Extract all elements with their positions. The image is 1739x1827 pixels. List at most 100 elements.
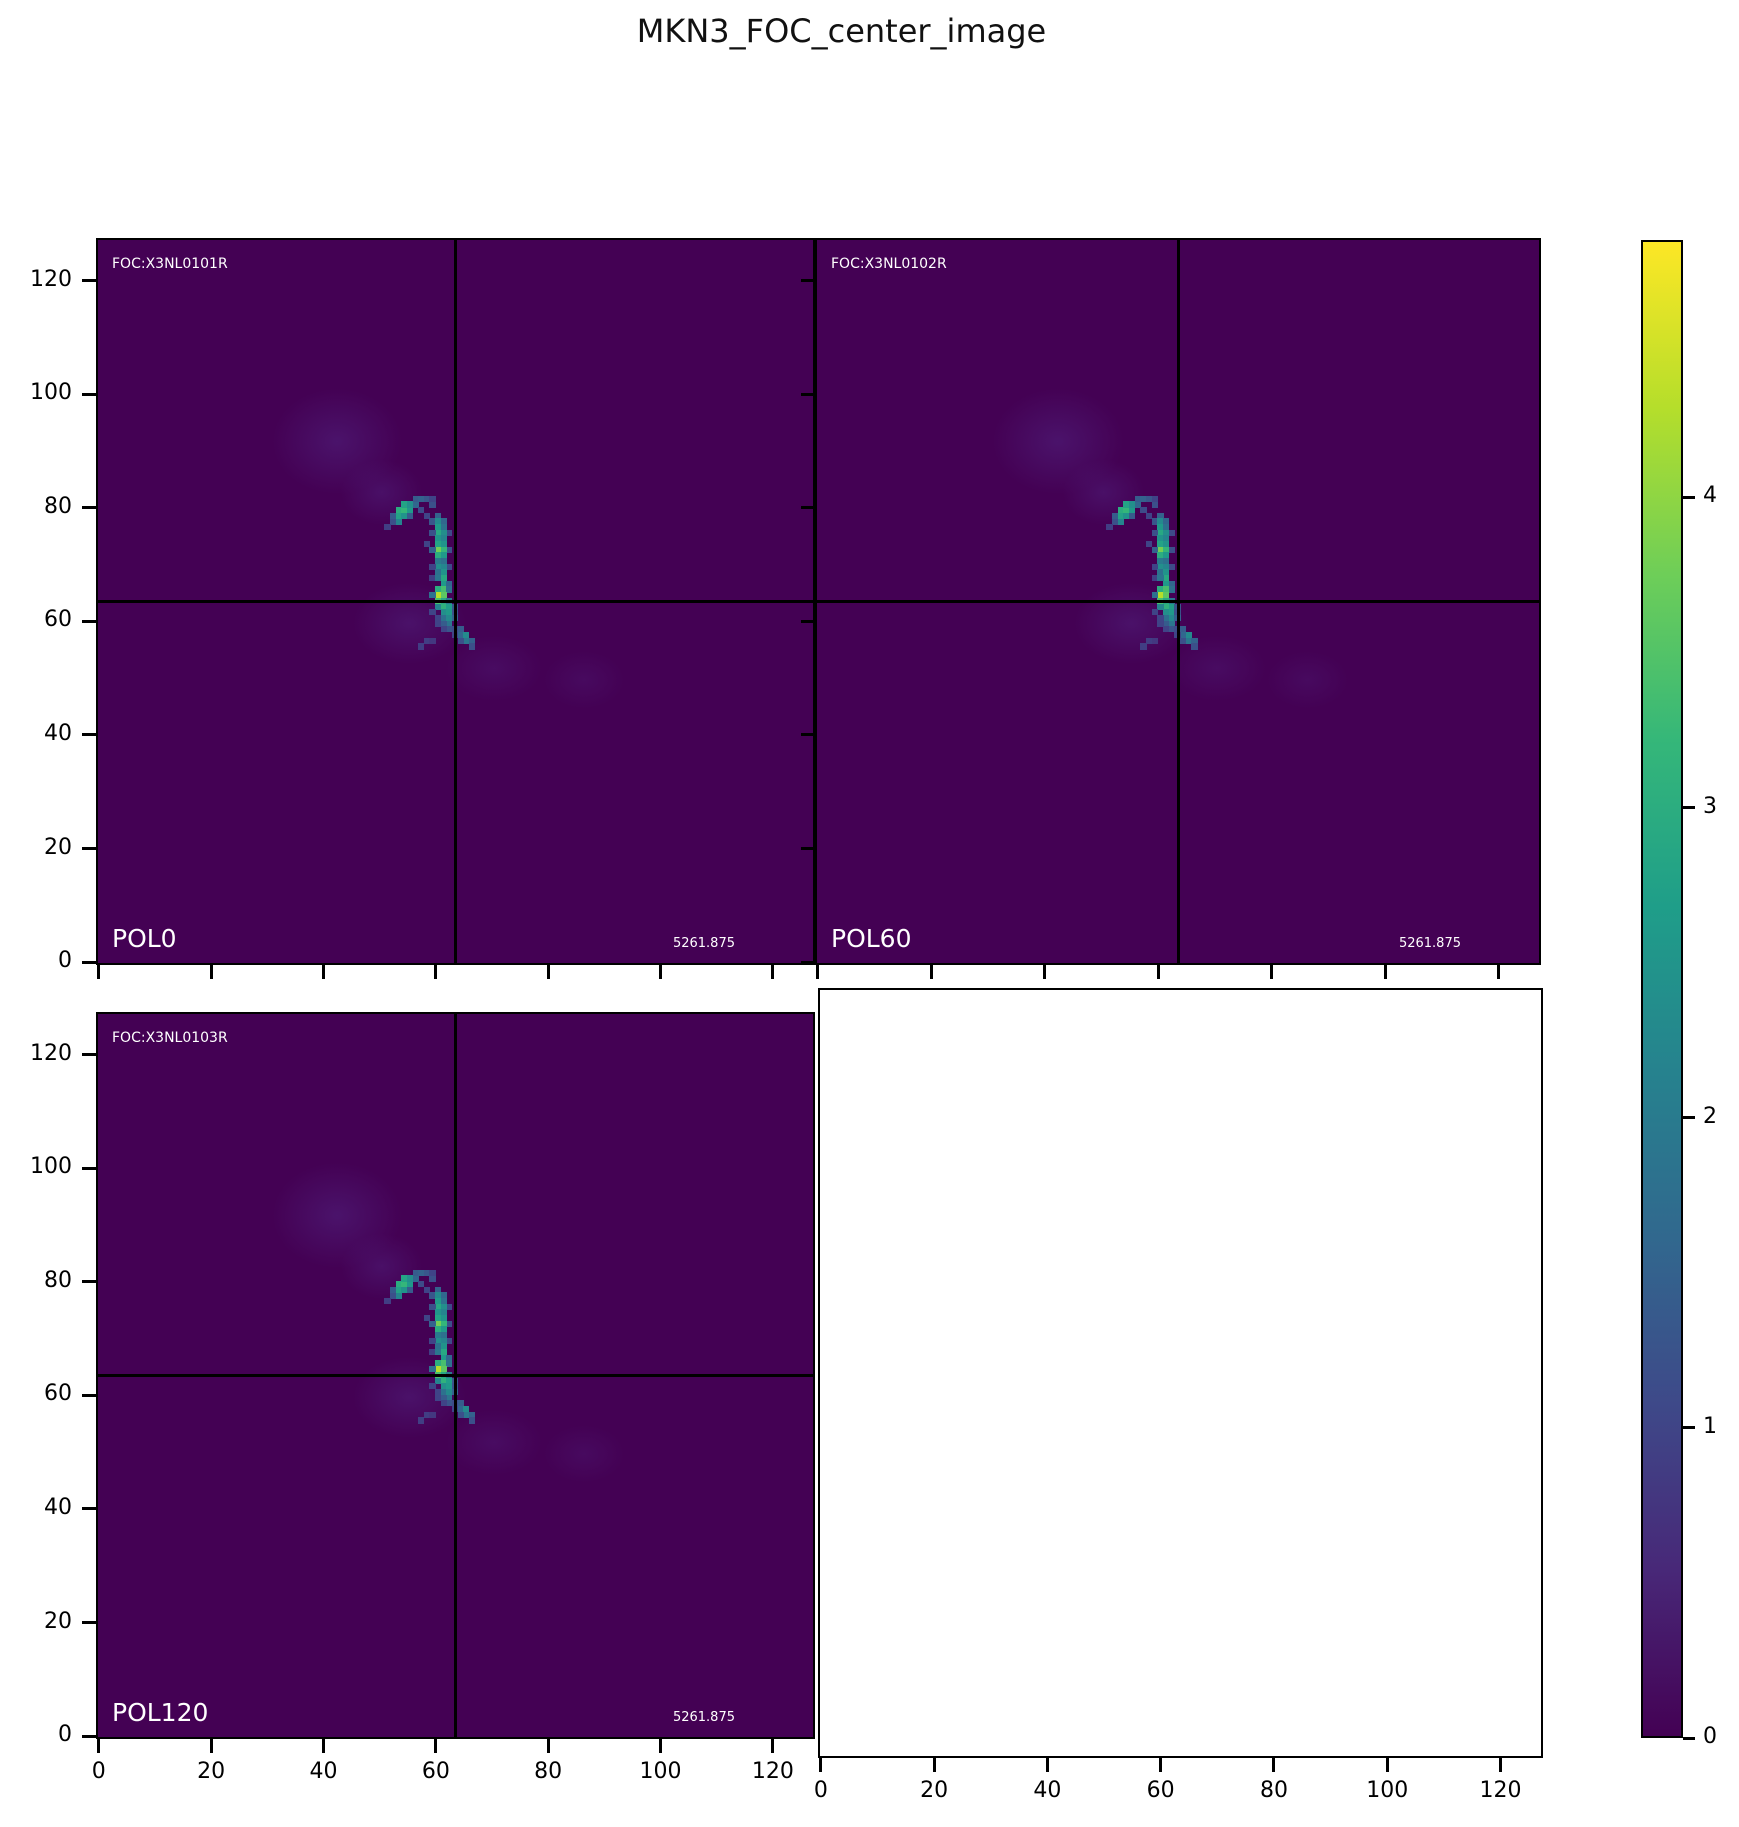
heatmap-pixel (401, 506, 408, 514)
heatmap-pixel (435, 552, 442, 559)
heatmap-pixel (435, 1349, 442, 1356)
heatmap-pixel (468, 637, 475, 644)
heatmap-pixel (423, 541, 430, 548)
heatmap-pixel (406, 506, 414, 514)
heatmap-pixel (1157, 614, 1164, 622)
heatmap-pixel (1162, 592, 1170, 599)
heatmap-pixel (1140, 643, 1147, 650)
foc-image-id-label: FOC:X3NL0102R (831, 256, 947, 272)
y-axis-tick-label: 20 (44, 834, 72, 860)
heatmap-pixel (1134, 495, 1141, 502)
heatmap-pixel (1168, 529, 1175, 536)
heatmap-pixel (440, 586, 447, 593)
x-axis-tick-label: 100 (639, 1759, 682, 1784)
heatmap-pixel (1168, 580, 1175, 588)
heatmap-pixel (1151, 501, 1158, 508)
x-axis-tick (771, 965, 775, 979)
heatmap-pixel (435, 1337, 442, 1344)
heatmap-pixel (1162, 541, 1170, 548)
heatmap-pixel (446, 1320, 453, 1327)
heatmap-pixel (440, 1354, 447, 1362)
x-axis-tick (1159, 1758, 1163, 1772)
heatmap-pixel (395, 506, 402, 514)
heatmap-pixel (1151, 529, 1158, 536)
heatmap-pixel (1117, 518, 1124, 525)
faint-nebulosity (325, 1221, 438, 1313)
heatmap-pixel (1157, 563, 1164, 570)
heatmap-pixel (446, 1388, 453, 1396)
polarizer-angle-label: POL120 (112, 1698, 209, 1727)
heatmap-pixel (429, 637, 436, 644)
y-axis-tick (801, 619, 815, 623)
nebulosity-haze-layer (98, 240, 813, 963)
heatmap-pixel (440, 626, 447, 633)
heatmap-pixel (418, 495, 425, 502)
heatmap-pixel (446, 609, 453, 616)
heatmap-pixel (440, 552, 447, 559)
nebulosity-haze-layer (817, 240, 1539, 963)
y-axis-tick (82, 1621, 96, 1625)
heatmap-pixel (401, 1286, 408, 1293)
heatmap-pixel (1157, 512, 1164, 519)
x-axis-tick (816, 965, 820, 979)
heatmap-pixel (1123, 501, 1130, 508)
heatmap-pixel (440, 1303, 447, 1310)
heatmap-pixel (440, 1315, 447, 1322)
y-axis-tick (82, 960, 96, 964)
heatmap-pixel (1180, 637, 1187, 644)
x-axis-tick-label: 0 (813, 1778, 828, 1803)
heatmap-pixel (435, 1292, 442, 1299)
heatmap-pixel (1157, 535, 1164, 542)
heatmap-pixel (418, 643, 425, 650)
x-axis-tick (932, 1758, 936, 1772)
heatmap-pixel (429, 546, 436, 553)
panel-pol120: FOC:X3NL0103R POL120 5261.875 (96, 1012, 815, 1739)
x-axis-tick (434, 1739, 438, 1753)
heatmap-pixel (435, 1360, 442, 1367)
x-axis-tick (97, 1739, 101, 1753)
y-axis-tick (82, 506, 96, 510)
y-axis-tick (82, 1166, 96, 1170)
y-axis-tick (82, 279, 96, 283)
x-axis-tick (546, 965, 550, 979)
x-axis-tick (771, 1739, 775, 1753)
heatmap-pixel (1151, 563, 1158, 570)
y-axis-tick-label: 40 (44, 720, 72, 746)
x-axis-tick-label: 0 (91, 1759, 106, 1784)
heatmap-pixel (463, 637, 470, 644)
heatmap-pixel (1185, 637, 1192, 644)
x-axis-tick (1045, 1758, 1049, 1772)
crosshair-horizontal-line (817, 600, 1539, 603)
heatmap-pixel (390, 512, 397, 519)
heatmap-pixel (440, 620, 447, 627)
heatmap-pixel (435, 529, 442, 536)
faint-nebulosity (331, 1340, 489, 1455)
heatmap-pixel (1145, 495, 1153, 502)
faint-nebulosity (527, 640, 641, 720)
heatmap-pixel (440, 1388, 447, 1396)
heatmap-pixel (440, 1326, 447, 1333)
faint-nebulosity (527, 1414, 641, 1494)
heatmap-pixel (1191, 637, 1198, 644)
x-axis-tick (97, 965, 101, 979)
faint-nebulosity (1052, 566, 1212, 681)
heatmap-pixel (440, 535, 447, 542)
y-axis-tick-label: 120 (30, 266, 72, 292)
heatmap-pixel (1168, 603, 1175, 610)
heatmap-pixel (1157, 523, 1164, 531)
heatmap-pixel (457, 626, 464, 633)
x-axis-tick (434, 965, 438, 979)
heatmap-pixel (429, 1366, 436, 1373)
y-axis-tick-label: 0 (58, 1722, 72, 1748)
heatmap-pixel (423, 1411, 430, 1418)
heatmap-pixel (1157, 558, 1164, 565)
heatmap-pixel (429, 609, 436, 616)
x-axis-tick (1156, 965, 1160, 979)
heatmap-pixel (435, 518, 442, 525)
heatmap-pixel (429, 495, 436, 502)
foc-image-id-label: FOC:X3NL0103R (112, 1030, 228, 1046)
wavelength-label: 5261.875 (672, 1710, 735, 1725)
heatmap-pixel (446, 546, 453, 553)
heatmap-pixel (446, 1377, 453, 1384)
heatmap-pixel (435, 512, 442, 519)
